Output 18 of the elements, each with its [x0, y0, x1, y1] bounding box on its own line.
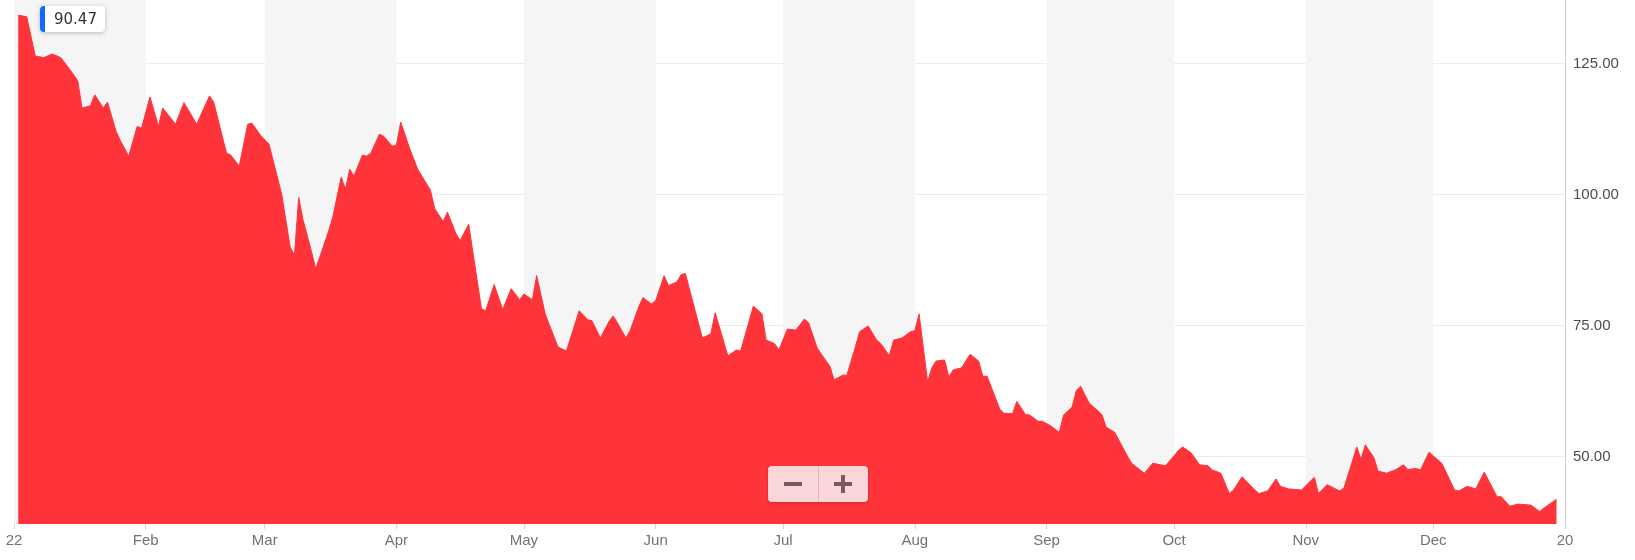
x-tick-label: Jul	[773, 531, 793, 548]
x-tick-label: Dec	[1419, 531, 1448, 548]
y-tick-label: 125.00	[1573, 54, 1619, 72]
annotation: 90.47	[54, 10, 97, 28]
x-tick-label: Nov	[1292, 531, 1320, 548]
x-tick-label: 22	[5, 531, 23, 548]
x-tick-label: Mar	[251, 531, 278, 548]
y-tick-label: 50.00	[1573, 447, 1611, 465]
x-tick-label: Oct	[1162, 531, 1187, 548]
x-tick-label: Sep	[1033, 531, 1060, 548]
x-tick-label: Jun	[643, 531, 668, 548]
x-tick-label: Apr	[384, 531, 409, 548]
y-tick-label: 75.00	[1573, 316, 1611, 334]
x-tick-label: Feb	[132, 531, 159, 548]
y-tick-label: 100.00	[1573, 185, 1619, 203]
x-tick-label: Aug	[901, 531, 929, 548]
x-tick-label: May	[509, 531, 539, 548]
x-tick-label: 20	[1556, 531, 1574, 548]
